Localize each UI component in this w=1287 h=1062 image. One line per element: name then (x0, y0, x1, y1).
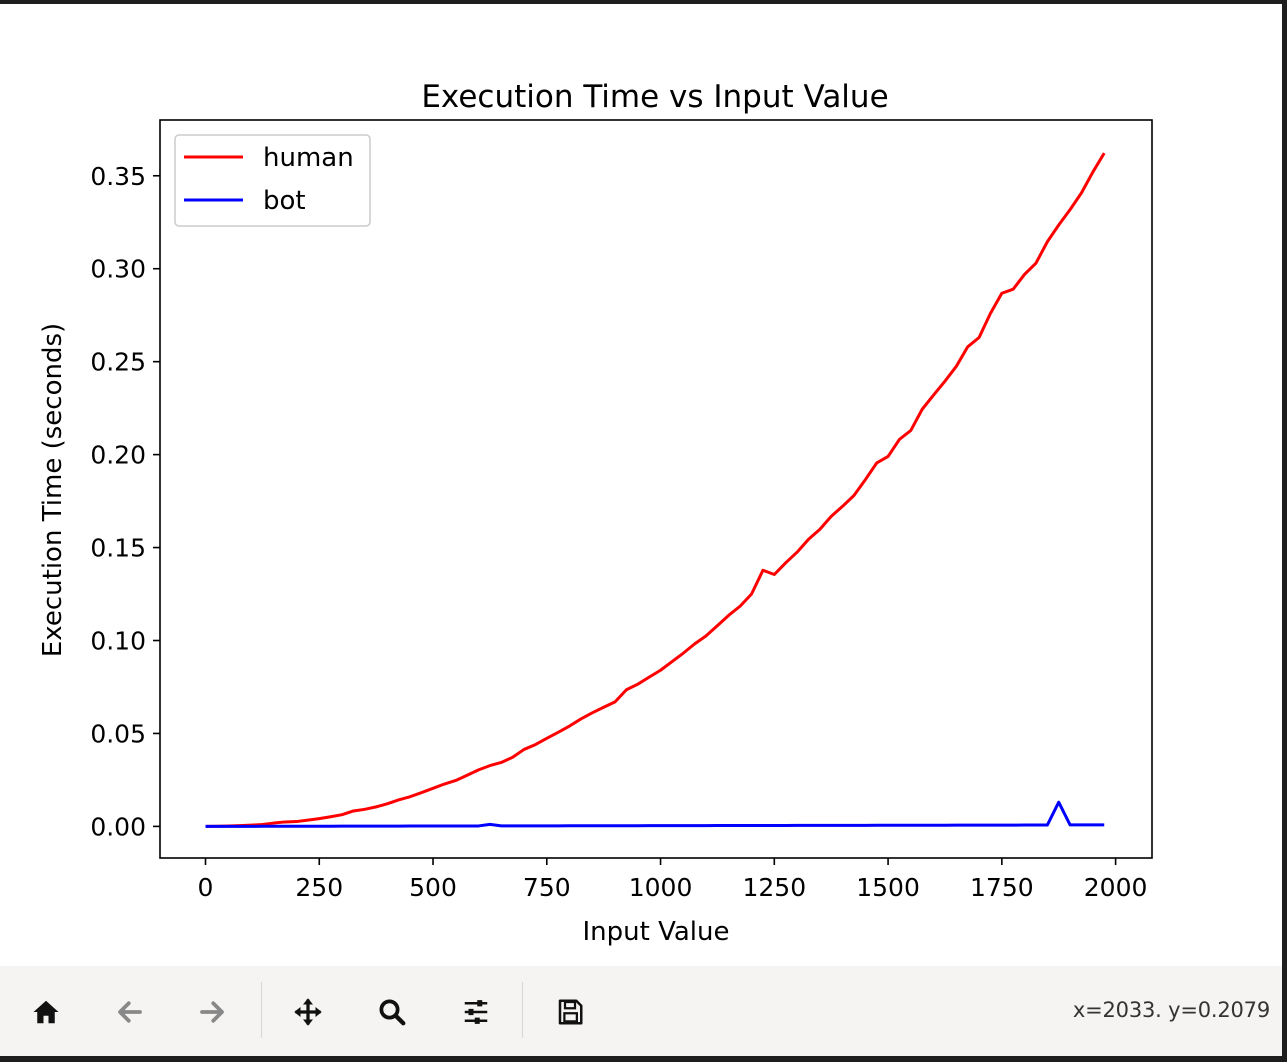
toolbar-separator (522, 982, 523, 1038)
series-line-human (205, 152, 1106, 828)
configure-subplots-button[interactable] (454, 990, 498, 1034)
legend: human bot (174, 134, 371, 227)
x-tick-label: 750 (523, 873, 571, 902)
figure-window: Execution Time vs Input Value 0 250 500 750… (0, 4, 1282, 1056)
x-tick-label: 1250 (742, 873, 806, 902)
y-tick-label: 0.00 (90, 812, 146, 841)
cursor-coordinates: x=2033. y=0.2079 (1072, 998, 1270, 1022)
legend-label-bot: bot (263, 186, 306, 216)
series-line-bot (205, 800, 1105, 828)
legend-label-human: human (263, 143, 354, 173)
y-tick-label: 0.05 (90, 719, 146, 748)
navigation-toolbar: x=2033. y=0.2079 (0, 966, 1282, 1056)
back-arrow-icon (118, 1001, 142, 1023)
forward-button[interactable] (190, 990, 234, 1034)
home-button[interactable] (24, 990, 68, 1034)
x-tick-label: 1750 (970, 873, 1034, 902)
y-tick-label: 0.15 (90, 534, 146, 563)
zoom-magnifier-icon (379, 999, 406, 1026)
plot-lines (205, 152, 1106, 828)
chart-title: Execution Time vs Input Value (421, 79, 888, 115)
x-axis-label: Input Value (583, 917, 730, 947)
y-tick-label: 0.30 (90, 255, 146, 284)
save-button[interactable] (548, 990, 592, 1034)
y-tick-label: 0.25 (90, 348, 146, 377)
save-floppy-icon (558, 999, 583, 1025)
pan-move-icon (294, 998, 322, 1026)
home-icon (33, 1000, 59, 1024)
x-tick-label: 1500 (856, 873, 920, 902)
y-tick-label: 0.35 (90, 162, 146, 191)
x-tick-label: 1000 (629, 873, 693, 902)
forward-arrow-icon (200, 1001, 224, 1023)
y-tick-label: 0.10 (90, 627, 146, 656)
x-tick-label: 250 (295, 873, 343, 902)
axes-frame (159, 119, 1153, 859)
y-axis-ticks: 0.00 0.05 0.10 0.15 0.20 0.25 0.30 0.35 (90, 162, 160, 841)
y-axis-label: Execution Time (seconds) (38, 323, 68, 657)
x-axis-ticks: 0 250 500 750 1000 1250 1500 1750 2000 (198, 858, 1148, 902)
pan-button[interactable] (286, 990, 330, 1034)
back-button[interactable] (108, 990, 152, 1034)
x-tick-label: 2000 (1084, 873, 1148, 902)
sliders-icon (464, 1000, 488, 1024)
x-tick-label: 500 (409, 873, 457, 902)
toolbar-separator (261, 982, 262, 1038)
zoom-button[interactable] (370, 990, 414, 1034)
figure-canvas[interactable]: Execution Time vs Input Value 0 250 500 750… (0, 4, 1282, 966)
x-tick-label: 0 (198, 873, 214, 902)
y-tick-label: 0.20 (90, 441, 146, 470)
